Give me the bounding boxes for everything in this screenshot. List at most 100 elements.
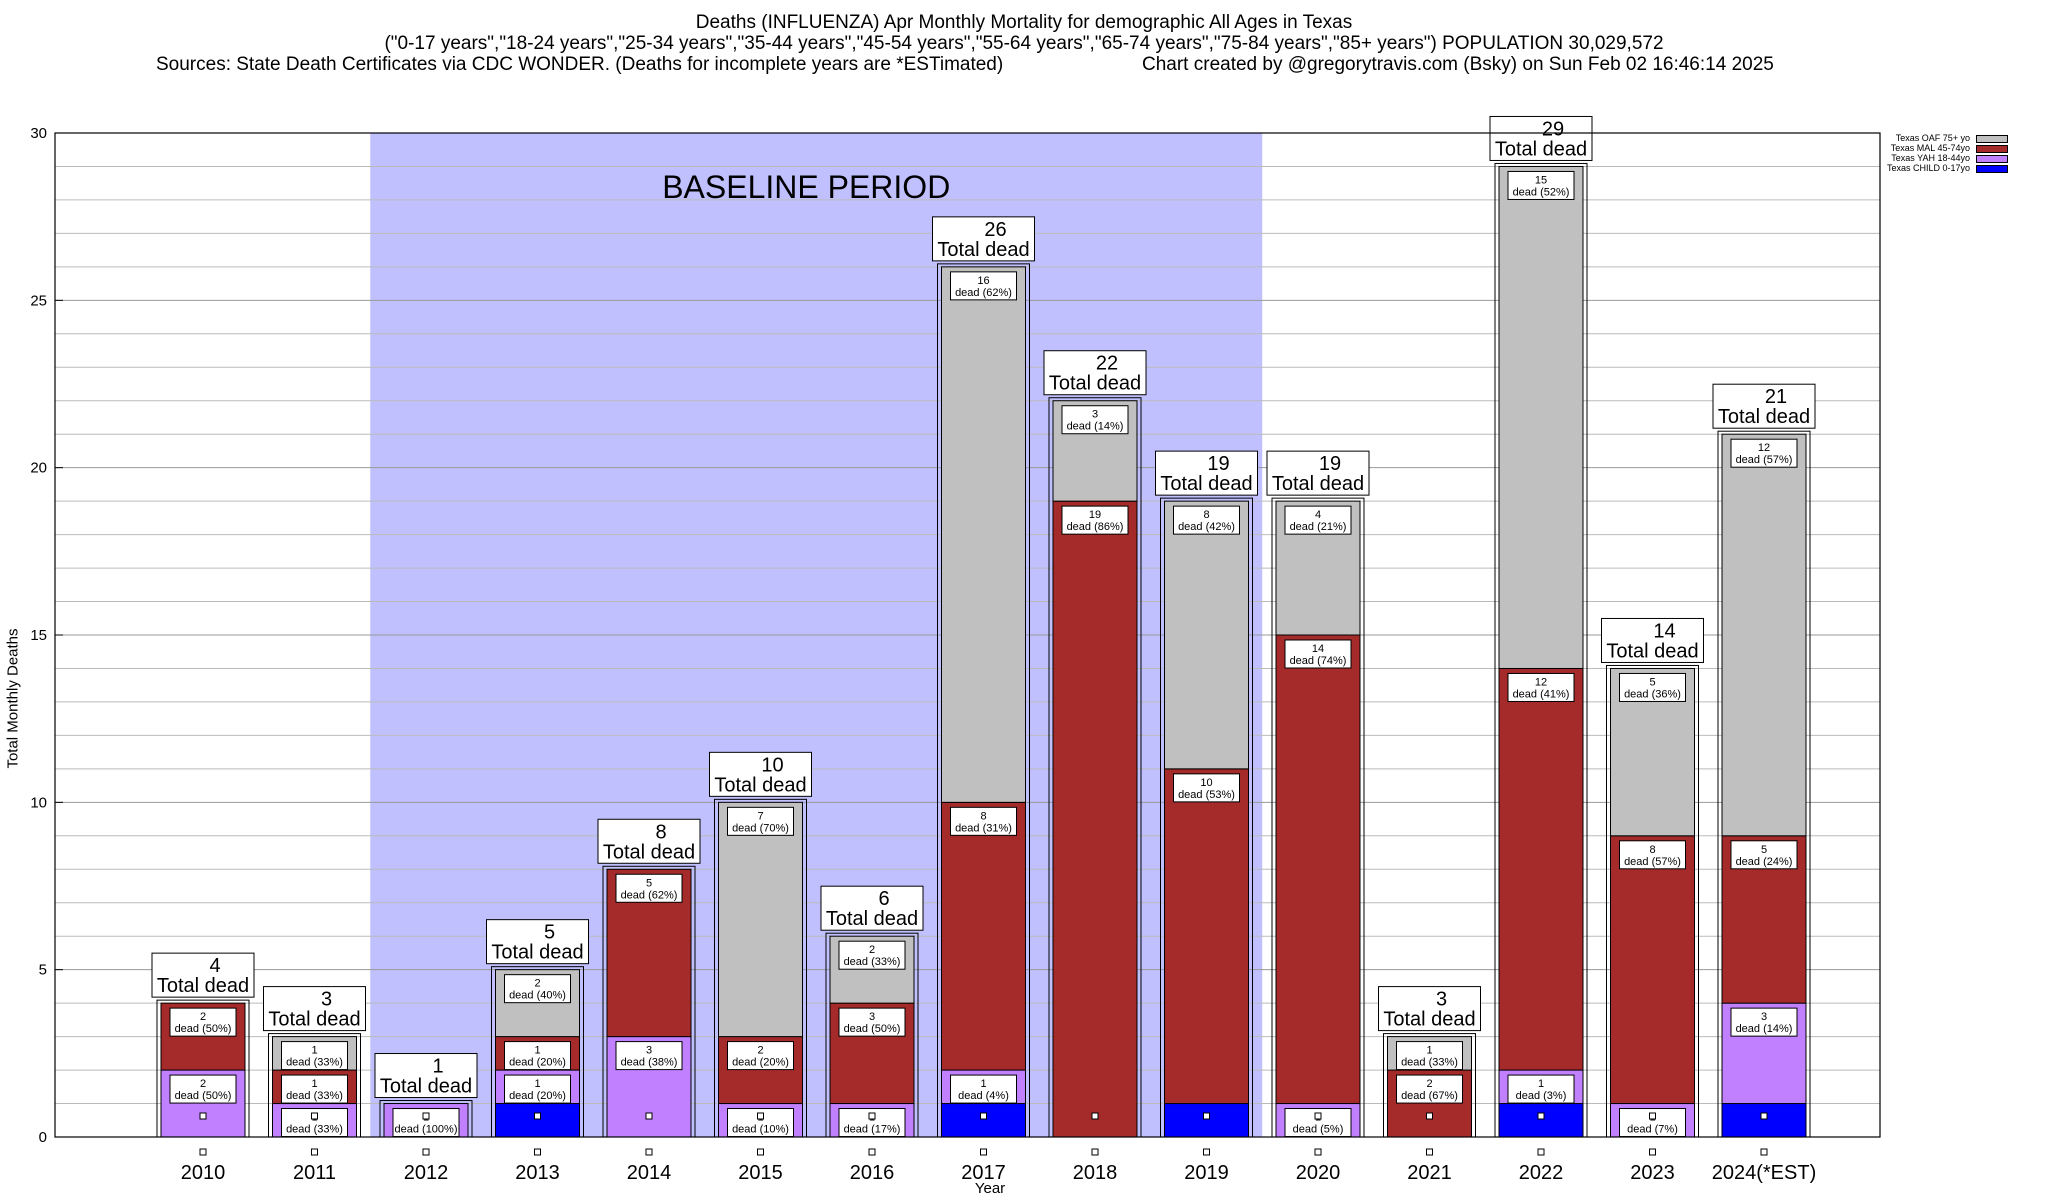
total-caption-label: Total dead [1049,373,1141,395]
segment-value-label: 2 [757,1045,763,1057]
segment-percent-label: dead (4%) [958,1090,1009,1102]
total-label-box [1712,383,1816,429]
segment-label-box [169,1007,237,1037]
total-value-label: 10 [761,754,783,776]
total-value-label: 19 [1207,453,1229,475]
segment-percent-label: dead (3%) [1516,1090,1567,1102]
segment-label-box [950,1074,1017,1104]
segment-value-label: 5 [646,877,652,889]
total-caption-label: Total dead [603,841,695,863]
bar-marker [1091,1112,1099,1120]
segment-value-label: 19 [1089,509,1101,521]
bar-segment [1498,667,1584,1071]
segment-percent-label: dead (42%) [1178,521,1235,533]
x-tick-label: 2014 [627,1162,672,1184]
segment-value-label: 5 [1761,844,1767,856]
segment-value-label: 1 [1538,1078,1544,1090]
total-value-label: 4 [209,955,220,977]
segment-percent-label: dead (17%) [844,1124,901,1136]
y-tick-label: 15 [30,627,47,644]
x-tick-label: 2024(*EST) [1712,1162,1817,1184]
total-caption-label: Total dead [1718,406,1810,428]
x-tick-marker [199,1148,207,1156]
segment-value-label: 14 [1312,643,1324,655]
bar-segment [941,1103,1026,1138]
x-tick-label: 2016 [850,1162,895,1184]
total-value-label: 19 [1319,453,1341,475]
x-tick-marker [757,1148,764,1156]
x-tick-marker [1314,1148,1322,1156]
total-value-label: 5 [544,922,555,944]
segment-percent-label: dead (50%) [844,1023,901,1035]
bar-marker [534,1112,541,1120]
segment-label-box [504,1041,571,1071]
segment-percent-label: dead (10%) [732,1124,789,1136]
legend-item-mal: Texas MAL 45-74yo [1891,143,2010,153]
total-value-label: 22 [1096,353,1118,375]
total-value-label: 3 [321,989,332,1011]
segment-value-label: 2 [1426,1078,1432,1090]
segment-value-label: 8 [1203,509,1209,521]
x-tick-marker [1537,1148,1545,1156]
bar-marker [980,1112,987,1120]
total-label-box [1378,986,1481,1032]
total-label-box [709,751,812,797]
bar-segment [1164,500,1249,770]
bar-segment [1164,768,1249,1105]
bar-segment [1275,634,1361,1105]
y-tick-label: 5 [39,962,47,979]
bar-segment [941,801,1026,1071]
x-tick-marker [1760,1148,1768,1156]
x-tick-label: 2010 [181,1162,226,1184]
segment-value-label: 4 [1315,509,1321,521]
segment-percent-label: dead (33%) [286,1057,343,1069]
total-value-label: 14 [1653,620,1675,642]
segment-value-label: 1 [534,1078,540,1090]
x-tick-label: 2022 [1519,1162,1564,1184]
x-tick-marker [1203,1148,1210,1156]
segment-label-box [1730,840,1798,870]
segment-label-box [1619,840,1686,870]
segment-percent-label: dead (53%) [1178,789,1235,801]
segment-label-box [1173,505,1240,535]
total-caption-label: Total dead [1272,473,1364,495]
bar-marker [757,1112,764,1120]
segment-value-label: 5 [1649,676,1655,688]
legend-item-child: Texas CHILD 0-17yo [1887,163,2010,173]
segment-percent-label: dead (5%) [1293,1124,1344,1136]
segment-percent-label: dead (7%) [1627,1124,1678,1136]
x-tick-label: 2015 [738,1162,783,1184]
segment-percent-label: dead (50%) [175,1023,232,1035]
segment-percent-label: dead (20%) [509,1090,566,1102]
y-tick-label: 0 [39,1129,47,1146]
bar-marker [1426,1112,1433,1120]
segment-label-box [1507,1074,1575,1104]
segment-percent-label: dead (14%) [1067,421,1124,433]
total-value-label: 6 [878,888,889,910]
segment-label-box [1061,505,1129,535]
legend-label: Texas OAF 75+ yo [1895,133,1970,143]
x-tick-marker [534,1148,541,1156]
bar-segment [1498,1103,1584,1138]
x-tick-marker [422,1148,430,1156]
segment-label-box [1061,405,1129,435]
total-value-label: 8 [655,821,666,843]
bar-segment [1610,835,1695,1105]
legend-label: Texas MAL 45-74yo [1890,143,1970,153]
segment-label-box [838,1007,906,1037]
segment-label-box [281,1041,348,1071]
segment-percent-label: dead (38%) [621,1057,678,1069]
segment-percent-label: dead (33%) [1401,1057,1458,1069]
segment-label-box [727,1041,794,1071]
x-tick-label: 2020 [1296,1162,1341,1184]
total-label-box [1601,617,1704,663]
segment-value-label: 3 [1761,1011,1767,1023]
segment-label-box [1730,1007,1798,1037]
legend-swatch [1976,155,2008,163]
total-value-label: 3 [1436,989,1447,1011]
x-axis-label: Year [974,1180,1006,1197]
segment-value-label: 1 [980,1078,986,1090]
bar-marker [645,1112,653,1120]
y-tick-label: 20 [30,460,47,477]
total-caption-label: Total dead [937,239,1029,261]
